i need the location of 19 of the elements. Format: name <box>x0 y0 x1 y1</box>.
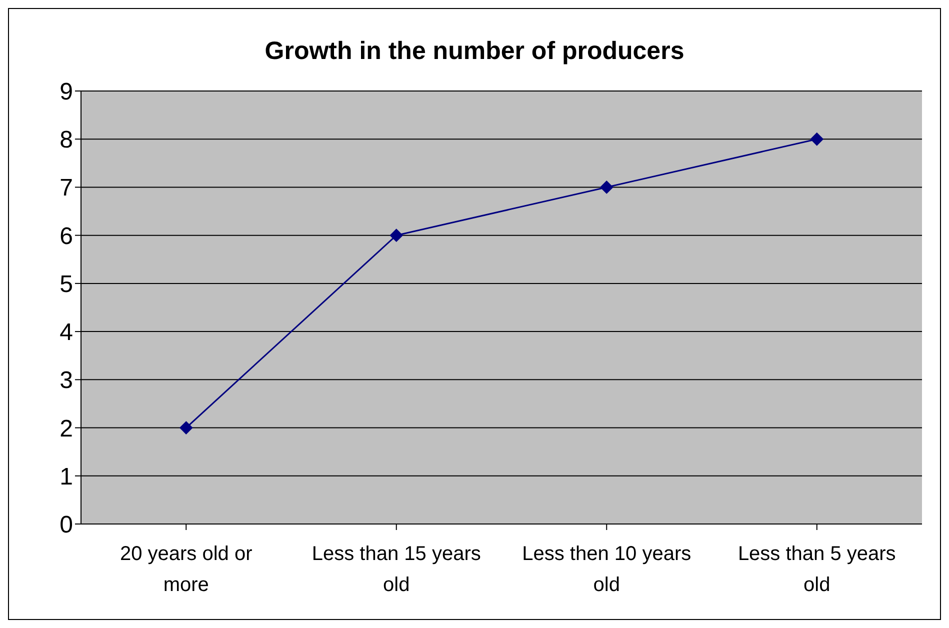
x-tick-label: Less than 15 years old <box>312 543 481 596</box>
y-tick-label: 0 <box>60 512 73 539</box>
y-tick-label: 5 <box>60 270 73 298</box>
x-tick-label: 20 years old or more <box>120 543 253 596</box>
y-tick-label: 7 <box>60 174 73 202</box>
point <box>600 180 614 194</box>
y-tick-label: 9 <box>60 78 73 106</box>
x-tick-label: Less then 10 years old <box>522 543 692 596</box>
y-tick-label: 4 <box>60 319 73 346</box>
y-tick-label: 2 <box>60 415 73 442</box>
y-tick-label: 6 <box>60 222 73 250</box>
x-tick-label: Less than 5 years old <box>738 543 896 596</box>
point <box>180 421 193 434</box>
y-tick-label: 8 <box>60 126 73 154</box>
chart-title: Growth in the number of producers <box>264 37 684 65</box>
y-tick-label: 3 <box>60 367 73 394</box>
point <box>810 132 824 146</box>
point <box>390 228 403 242</box>
y-tick-label: 1 <box>60 463 73 490</box>
